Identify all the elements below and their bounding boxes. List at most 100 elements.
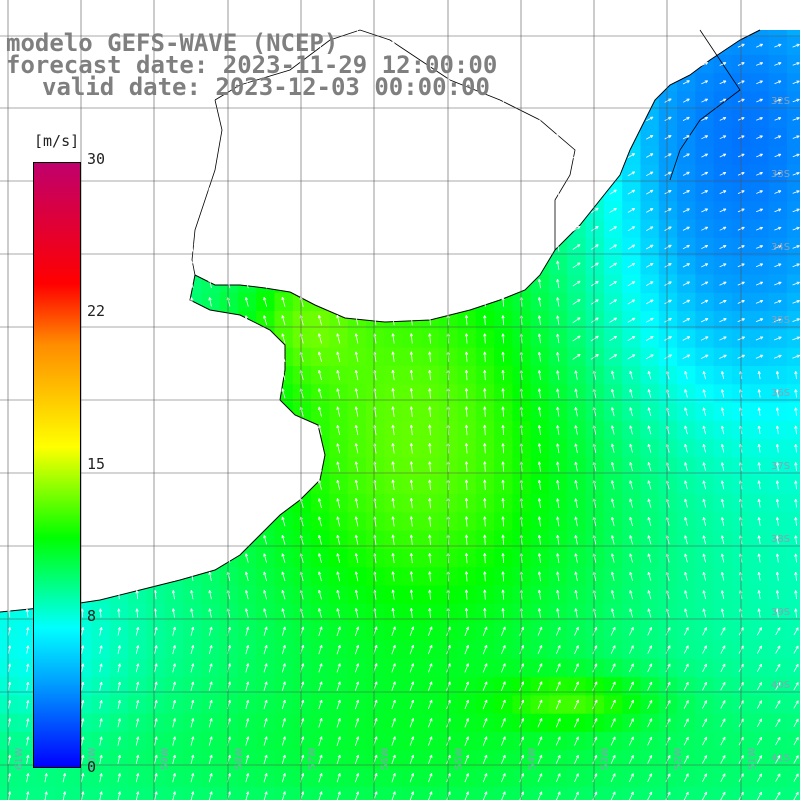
wind-speed-cell <box>786 475 800 495</box>
wind-arrow <box>190 77 194 87</box>
wind-speed-cell <box>585 329 605 349</box>
wind-speed-cell <box>640 640 660 660</box>
wind-arrow <box>538 22 542 32</box>
wind-speed-cell <box>677 256 696 276</box>
wind-arrow <box>701 43 709 48</box>
wind-speed-cell <box>640 347 660 367</box>
wind-arrow <box>501 59 505 69</box>
wind-speed-cell <box>622 640 642 660</box>
wind-speed-cell <box>658 219 678 239</box>
wind-speed-cell <box>786 640 800 660</box>
wind-arrow <box>719 7 727 12</box>
wind-speed-cell <box>768 677 788 696</box>
wind-arrow <box>281 22 286 32</box>
wind-arrow <box>98 77 103 87</box>
wind-speed-cell <box>567 256 587 276</box>
wind-speed-cell <box>768 640 788 660</box>
wind-speed-cell <box>677 109 696 129</box>
wind-speed-cell <box>786 420 800 440</box>
wind-arrow <box>318 4 322 14</box>
wind-arrow <box>682 62 690 67</box>
wind-arrow <box>428 77 432 87</box>
wind-arrow <box>646 61 654 67</box>
wind-speed-cell <box>677 768 696 788</box>
wind-arrow <box>428 22 432 32</box>
wind-speed-cell <box>786 109 800 129</box>
wind-speed-cell <box>677 347 696 367</box>
wind-arrow <box>483 59 487 69</box>
wind-arrow <box>755 7 764 11</box>
colorbar-unit: [m/s] <box>34 132 80 150</box>
wind-arrow <box>774 43 782 48</box>
wind-speed-cell <box>786 786 800 800</box>
wind-arrow <box>391 41 395 51</box>
wind-arrow <box>646 6 654 12</box>
wind-speed-cell <box>237 786 257 800</box>
latitude-label: 41S <box>771 753 790 764</box>
wind-speed-cell <box>640 677 660 696</box>
wind-speed-cell <box>658 329 678 349</box>
wind-speed-cell <box>695 183 715 202</box>
wind-arrow <box>538 41 542 51</box>
wind-arrow <box>627 61 636 67</box>
wind-arrow <box>135 22 139 32</box>
wind-speed-cell <box>640 732 660 751</box>
wind-arrow <box>190 22 194 32</box>
wind-arrow <box>62 59 66 69</box>
wind-speed-cell <box>786 585 800 605</box>
wind-arrow <box>190 4 194 14</box>
wind-speed-cell <box>677 713 696 733</box>
colorbar-tick: 30 <box>87 150 106 168</box>
wind-arrow <box>428 59 432 69</box>
wind-arrow <box>701 25 709 30</box>
wind-speed-cell <box>786 54 800 74</box>
wind-speed-cell <box>750 695 770 715</box>
wind-speed-cell <box>786 402 800 422</box>
wind-arrow <box>245 41 249 51</box>
wind-arrow <box>391 22 395 32</box>
wind-speed-cell <box>677 274 696 294</box>
wind-arrow <box>263 22 267 32</box>
wind-speed-cell <box>256 786 276 800</box>
wind-speed-cell <box>640 146 660 166</box>
wind-speed-cell <box>640 201 660 221</box>
wind-speed-cell <box>713 750 733 770</box>
wind-speed-cell <box>713 329 733 349</box>
valid-date: valid date: 2023-12-03 00:00:00 <box>42 73 490 101</box>
wind-arrow <box>774 62 782 66</box>
wind-speed-cell <box>677 201 696 221</box>
wind-speed-cell <box>585 256 605 276</box>
wind-speed-cell <box>677 677 696 696</box>
wind-speed-cell <box>585 274 605 294</box>
wind-speed-cell <box>677 732 696 751</box>
wind-speed-cell <box>695 292 715 312</box>
wind-speed-cell <box>713 640 733 660</box>
wind-speed-cell <box>768 768 788 788</box>
atlantic-coastline <box>289 29 761 323</box>
wind-speed-cell <box>585 292 605 312</box>
wind-arrow <box>591 43 599 49</box>
wind-arrow <box>556 22 560 32</box>
wind-speed-cell <box>658 128 678 147</box>
wind-arrow <box>774 25 782 30</box>
wind-speed-cell <box>658 292 678 312</box>
wind-speed-cell <box>603 201 623 221</box>
wind-speed-cell <box>658 750 678 770</box>
wind-speed-cell <box>695 73 715 93</box>
wind-speed-cell <box>274 786 294 800</box>
wind-speed-cell <box>713 713 733 733</box>
wind-speed-cell <box>658 237 678 257</box>
wind-speed-cell <box>786 622 800 642</box>
wind-speed-cell <box>603 329 623 349</box>
wind-arrow <box>590 6 599 12</box>
wind-speed-cell <box>695 274 715 294</box>
wind-speed-cell <box>786 658 800 678</box>
wind-speed-cell <box>695 237 715 257</box>
wind-speed-cell <box>695 311 715 330</box>
wind-speed-cell <box>750 768 770 788</box>
wind-arrow <box>664 43 672 48</box>
border-line-argentina-uruguay <box>191 99 223 276</box>
wind-arrow <box>701 62 709 66</box>
wind-arrow <box>208 77 212 87</box>
